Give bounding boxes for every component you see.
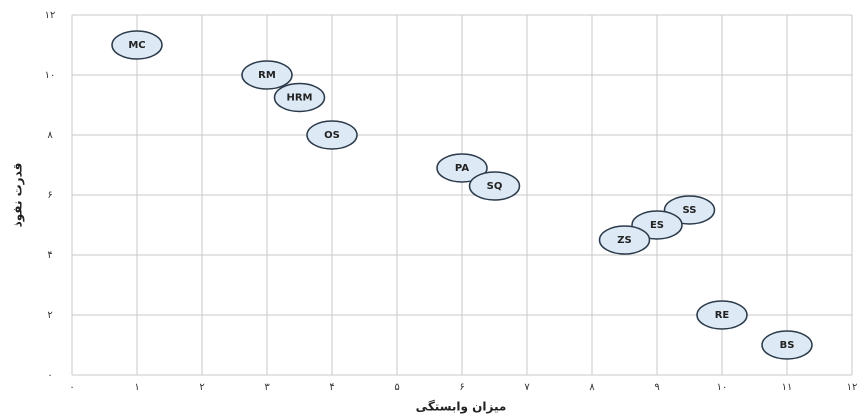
point-label: RE xyxy=(715,310,730,321)
point xyxy=(306,120,358,150)
point-label: SQ xyxy=(487,181,503,192)
point-label: ES xyxy=(650,220,664,231)
point xyxy=(273,82,326,113)
x-tick-label: ۵ xyxy=(394,382,399,393)
y-tick-label: ۴ xyxy=(47,250,52,261)
point-label: OS xyxy=(324,130,340,141)
x-tick-label: ۳ xyxy=(264,382,270,393)
point-label: HRM xyxy=(286,93,312,104)
point xyxy=(468,171,521,201)
point-label: ZS xyxy=(617,235,631,246)
x-tick-label: ۱۲ xyxy=(847,382,858,393)
y-tick-label: ۱۲ xyxy=(45,10,56,21)
x-tick-label: ۱۰ xyxy=(717,382,728,393)
y-tick-label: ۰ xyxy=(47,370,52,381)
point-label: SS xyxy=(683,205,697,216)
y-tick-label: ۸ xyxy=(47,130,53,141)
point xyxy=(241,60,293,90)
y-axis-title: قدرت نفوذ xyxy=(11,163,26,228)
x-tick-label: ۷ xyxy=(524,382,530,393)
point xyxy=(696,300,748,330)
x-tick-label: ۶ xyxy=(459,382,464,393)
point xyxy=(111,30,163,60)
point xyxy=(598,225,651,255)
x-tick-label: ۴ xyxy=(329,382,334,393)
point xyxy=(761,330,813,360)
x-tick-label: ۹ xyxy=(654,382,659,393)
x-tick-label: ۸ xyxy=(589,382,595,393)
point-label: BS xyxy=(780,340,795,351)
point-label: PA xyxy=(455,163,469,174)
y-tick-label: ۱۰ xyxy=(45,70,56,81)
point xyxy=(436,153,488,183)
x-tick-label: ۲ xyxy=(199,382,204,393)
x-tick-label: ۰ xyxy=(69,382,74,393)
y-tick-label: ۶ xyxy=(47,190,52,201)
y-tick-label: ۲ xyxy=(47,310,52,321)
point-label: MC xyxy=(128,40,145,51)
x-tick-label: ۱۱ xyxy=(782,382,793,393)
x-tick-label: ۱ xyxy=(134,382,139,393)
x-axis-title: میزان وابستگی xyxy=(416,400,507,415)
point-label: RM xyxy=(258,70,276,81)
